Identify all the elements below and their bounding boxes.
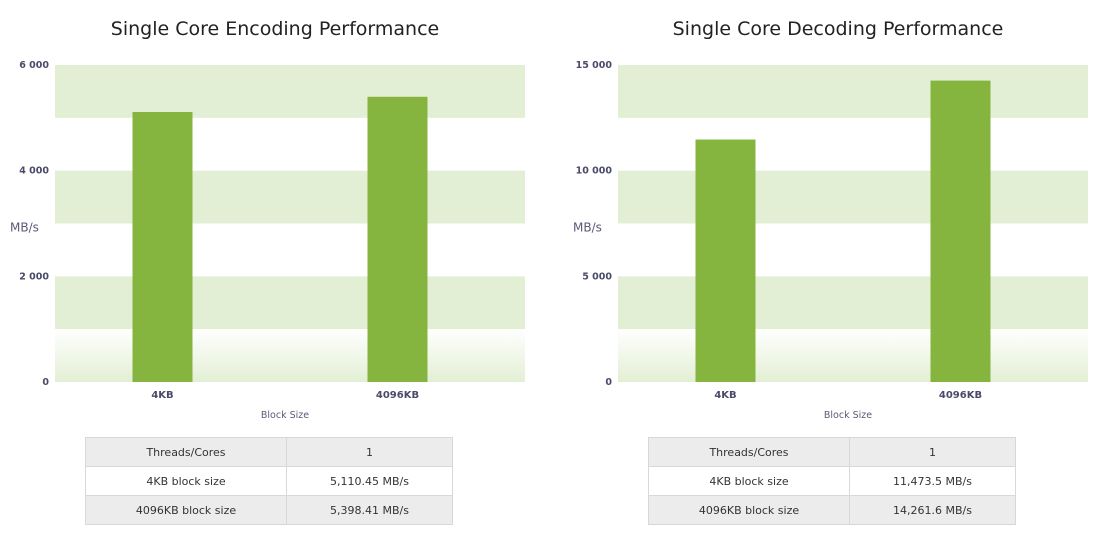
table-row: 4KB block size 5,110.45 MB/s xyxy=(85,466,453,496)
bar xyxy=(367,96,428,383)
chart-title: Single Core Decoding Performance xyxy=(672,18,1004,40)
table-cell-value: 5,110.45 MB/s xyxy=(286,466,453,496)
encoding-stats-table: Threads/Cores 1 4KB block size 5,110.45 … xyxy=(85,437,453,525)
table-cell-label: 4KB block size xyxy=(648,466,850,496)
y-tick-label: 6 000 xyxy=(19,60,49,71)
grid-band xyxy=(618,170,1088,224)
table-row: 4096KB block size 14,261.6 MB/s xyxy=(648,495,1016,525)
table-cell-label: 4KB block size xyxy=(85,466,287,496)
x-tick-label: 4KB xyxy=(714,390,736,401)
bar xyxy=(695,139,756,382)
x-axis-label: Block Size xyxy=(824,410,872,421)
bar xyxy=(930,80,991,382)
grid-band xyxy=(618,276,1088,330)
y-tick-label: 0 xyxy=(42,377,49,388)
y-tick-label: 10 000 xyxy=(576,166,613,177)
x-tick-label: 4096KB xyxy=(939,390,982,401)
x-axis-label: Block Size xyxy=(261,410,309,421)
table-row: Threads/Cores 1 xyxy=(648,437,1016,467)
y-axis-label: MB/s xyxy=(10,221,39,235)
decoding-panel: Single Core Decoding Performance 0 5 000 1… xyxy=(563,0,1100,552)
y-tick-label: 2 000 xyxy=(19,271,49,282)
table-cell-value: 1 xyxy=(286,437,453,467)
grid-band-fade xyxy=(618,329,1088,382)
table-cell-label: 4096KB block size xyxy=(85,495,287,525)
decoding-stats-table: Threads/Cores 1 4KB block size 11,473.5 … xyxy=(648,437,1016,525)
grid-band xyxy=(618,65,1088,118)
x-tick-label: 4096KB xyxy=(376,390,419,401)
bar xyxy=(132,111,193,382)
table-cell-label: Threads/Cores xyxy=(648,437,850,467)
table-row: 4KB block size 11,473.5 MB/s xyxy=(648,466,1016,496)
x-tick-label: 4KB xyxy=(151,390,173,401)
table-cell-value: 14,261.6 MB/s xyxy=(849,495,1016,525)
table-row: Threads/Cores 1 xyxy=(85,437,453,467)
decoding-chart: 0 5 000 10 000 15 000 MB/s 4KB 4096KB Block Siz… xyxy=(573,60,1088,421)
table-cell-value: 1 xyxy=(849,437,1016,467)
y-tick-label: 5 000 xyxy=(582,271,612,282)
table-cell-label: Threads/Cores xyxy=(85,437,287,467)
table-cell-value: 11,473.5 MB/s xyxy=(849,466,1016,496)
chart-title: Single Core Encoding Performance xyxy=(110,18,440,40)
grid-band-fade xyxy=(55,329,525,382)
table-cell-value: 5,398.41 MB/s xyxy=(286,495,453,525)
grid-band xyxy=(55,65,525,118)
grid-band xyxy=(55,170,525,224)
encoding-chart: 0 2 000 4 000 6 000 MB/s 4KB 4096KB Block Size xyxy=(10,60,525,421)
grid-band xyxy=(55,276,525,330)
y-axis-label: MB/s xyxy=(573,221,602,235)
y-tick-label: 15 000 xyxy=(576,60,613,71)
table-row: 4096KB block size 5,398.41 MB/s xyxy=(85,495,453,525)
y-tick-label: 4 000 xyxy=(19,166,49,177)
encoding-panel: Single Core Encoding Performance 0 2 000 4… xyxy=(10,18,525,525)
table-cell-label: 4096KB block size xyxy=(648,495,850,525)
y-tick-label: 0 xyxy=(605,377,612,388)
